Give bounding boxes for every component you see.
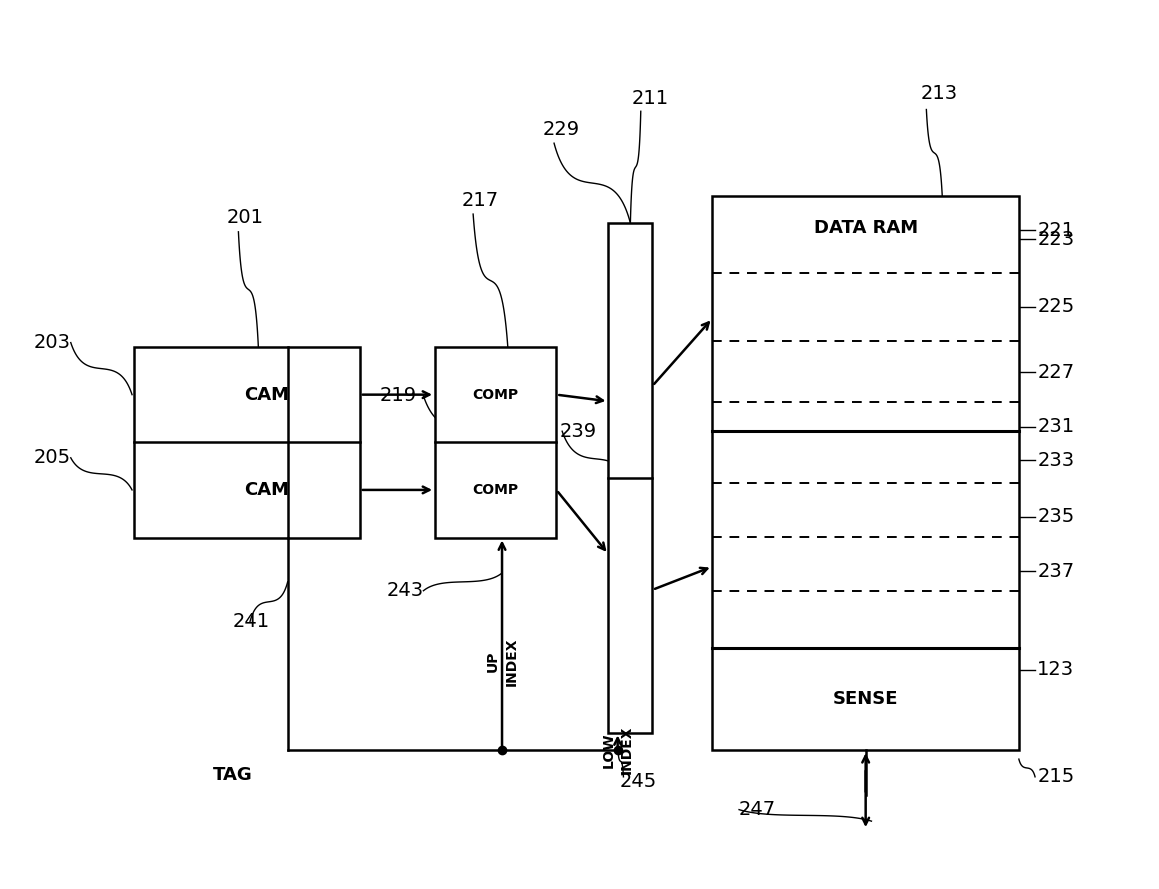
Text: 227: 227 xyxy=(1037,363,1074,382)
Text: LOW: LOW xyxy=(602,733,615,768)
Text: INDEX: INDEX xyxy=(504,637,518,686)
Text: SENSE: SENSE xyxy=(833,690,898,708)
Text: 231: 231 xyxy=(1037,417,1074,436)
Text: 215: 215 xyxy=(1037,767,1074,787)
Text: 221: 221 xyxy=(1037,220,1074,239)
Bar xyxy=(713,196,1019,750)
Text: COMP: COMP xyxy=(473,388,519,402)
Bar xyxy=(435,347,556,538)
Text: 201: 201 xyxy=(227,208,264,228)
Bar xyxy=(134,347,359,538)
Text: CAM: CAM xyxy=(243,481,289,499)
Text: 233: 233 xyxy=(1037,451,1074,470)
Text: TAG: TAG xyxy=(213,766,253,784)
Text: 203: 203 xyxy=(34,333,71,352)
Text: 213: 213 xyxy=(920,84,957,103)
Text: 241: 241 xyxy=(233,613,270,631)
Text: 217: 217 xyxy=(461,190,498,210)
Text: 225: 225 xyxy=(1037,298,1074,316)
Text: UP: UP xyxy=(486,651,500,672)
Text: 235: 235 xyxy=(1037,508,1074,526)
Text: 123: 123 xyxy=(1037,661,1074,679)
Text: 237: 237 xyxy=(1037,562,1074,581)
Text: 205: 205 xyxy=(34,448,71,468)
Text: 247: 247 xyxy=(739,800,777,819)
Text: 223: 223 xyxy=(1037,229,1074,249)
Bar xyxy=(608,223,653,733)
Text: INDEX: INDEX xyxy=(620,726,634,774)
Text: 243: 243 xyxy=(386,581,423,600)
Text: 219: 219 xyxy=(379,386,416,405)
Text: 229: 229 xyxy=(542,120,580,139)
Text: COMP: COMP xyxy=(473,483,519,497)
Text: 239: 239 xyxy=(560,421,597,441)
Text: DATA RAM: DATA RAM xyxy=(814,219,918,236)
Text: 211: 211 xyxy=(632,89,669,108)
Text: 245: 245 xyxy=(620,772,657,790)
Text: CAM: CAM xyxy=(243,386,289,404)
